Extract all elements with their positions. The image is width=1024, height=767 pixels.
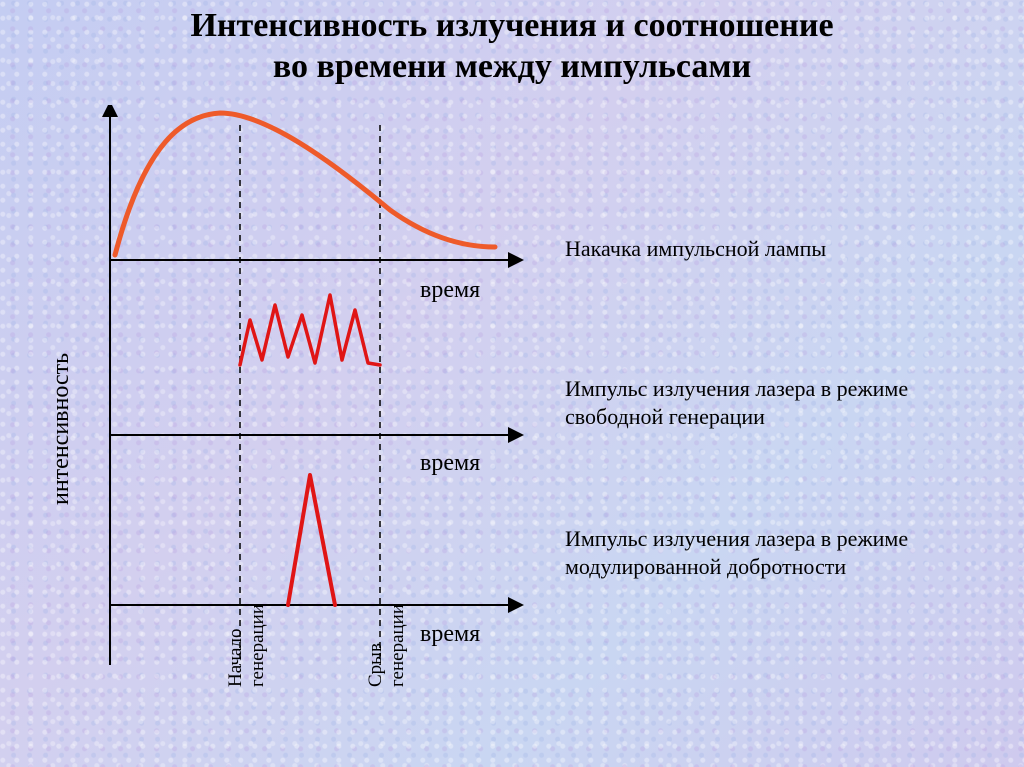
title-line-2: во времени между импульсами [273,48,751,85]
figure-area: интенсивность время время время Накачка … [70,105,950,690]
dash-label-start-1: Начало [225,628,247,687]
caption-pump: Накачка импульсной лампы [565,235,945,263]
q-switched-curve [288,475,335,605]
caption-qsw: Импульс излучения лазера в режиме модули… [565,525,945,580]
dash-label-stop-word2: генерации [387,604,408,687]
title-line-1: Интенсивность излучения и соотношение [190,7,833,44]
y-axis-label: интенсивность [48,353,75,505]
dash-label-start-2: генерации [247,604,269,687]
dash-label-start-word2: генерации [247,604,268,687]
caption-free: Импульс излучения лазера в режиме свобод… [565,375,945,430]
dash-label-stop-word1: Срыв [365,643,386,687]
x-label-pump: время [420,277,480,304]
x-label-qsw: время [420,621,480,648]
page-title: Интенсивность излучения и соотношение во… [0,6,1024,88]
dash-label-stop-2: генерации [387,604,409,687]
dash-label-stop-1: Срыв [365,643,387,687]
dash-label-start-word1: Начало [225,628,246,687]
free-run-curve [240,295,380,365]
laser-pulses-chart [90,105,550,665]
pump-curve [115,113,495,255]
x-label-free: время [420,450,480,477]
